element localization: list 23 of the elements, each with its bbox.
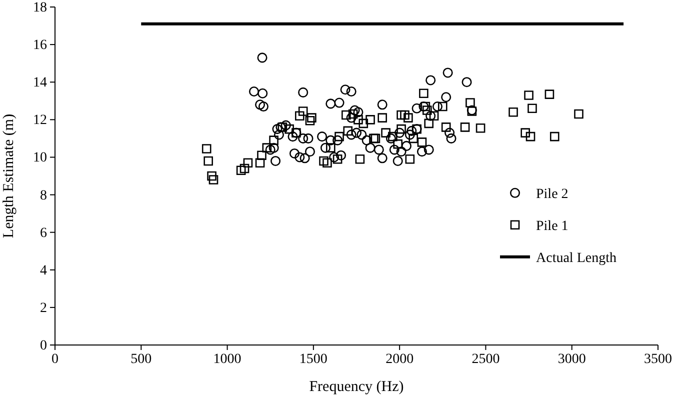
- legend-label: Pile 2: [536, 186, 568, 202]
- y-tick-label: 8: [40, 188, 47, 204]
- y-axis-title: Length Estimate (m): [1, 114, 17, 238]
- y-tick-label: 10: [33, 150, 47, 166]
- x-tick-label: 2000: [386, 352, 414, 367]
- x-tick-label: 0: [52, 352, 58, 367]
- y-tick-label: 2: [40, 300, 47, 316]
- x-tick-label: 3000: [558, 352, 586, 367]
- y-tick-label: 12: [33, 113, 47, 128]
- y-tick-label: 6: [40, 226, 47, 241]
- x-tick-label: 1500: [299, 352, 328, 367]
- y-tick-label: 4: [40, 263, 47, 278]
- y-tick-label: 18: [33, 0, 47, 16]
- x-tick-label: 3500: [644, 352, 672, 367]
- legend-label: Pile 1: [536, 218, 568, 234]
- legend-label: Actual Length: [536, 250, 616, 266]
- y-tick-label: 14: [33, 76, 47, 91]
- y-tick-label: 16: [33, 38, 47, 54]
- y-tick-label: 0: [40, 338, 47, 354]
- x-tick-label: 1000: [213, 352, 242, 367]
- x-tick-label: 500: [130, 352, 152, 367]
- x-axis-title: Frequency (Hz): [309, 379, 404, 395]
- x-tick-label: 2500: [472, 352, 500, 367]
